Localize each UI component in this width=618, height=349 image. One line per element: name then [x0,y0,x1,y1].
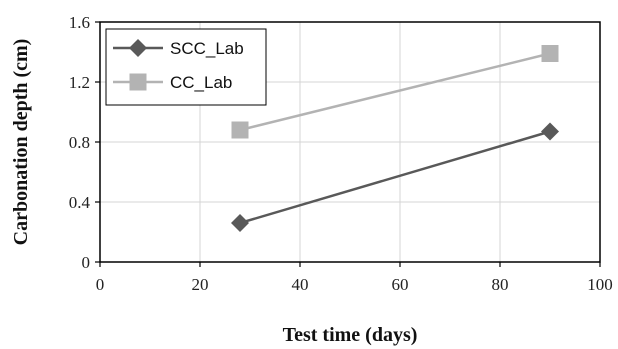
x-tick-label: 0 [96,275,105,294]
x-tick-label: 20 [192,275,209,294]
legend-label-scc-lab: SCC_Lab [170,39,244,58]
y-tick-label: 0.4 [69,193,91,212]
legend-label-cc-lab: CC_Lab [170,73,232,92]
series-scc-lab [231,122,559,232]
y-axis-title: Carbonation depth (cm) [10,39,32,246]
legend: SCC_Lab CC_Lab [105,28,267,106]
data-point-cc-lab [541,45,559,62]
y-axis: 0 0.4 0.8 1.2 1.6 [69,13,100,272]
x-tick-label: 100 [587,275,613,294]
series-cc-lab [231,45,559,139]
x-tick-label: 60 [392,275,409,294]
y-tick-label: 1.6 [69,13,90,32]
data-point-cc-lab [231,121,249,139]
x-tick-label: 80 [492,275,509,294]
y-tick-label: 0.8 [69,133,90,152]
x-tick-label: 40 [292,275,309,294]
series-layer [231,45,559,232]
x-axis-title: Test time (days) [283,324,418,346]
series-line-cc-lab [239,52,551,132]
data-point-scc-lab [541,122,559,141]
data-point-scc-lab [231,214,249,232]
x-axis: 0 20 40 60 80 100 [96,262,613,294]
y-tick-label: 0 [82,253,91,272]
legend-marker-cc-lab [129,73,147,91]
series-line-scc-lab [239,130,551,225]
y-tick-label: 1.2 [69,73,90,92]
legend-marker-scc-lab [129,39,147,57]
legend-box [105,28,267,106]
